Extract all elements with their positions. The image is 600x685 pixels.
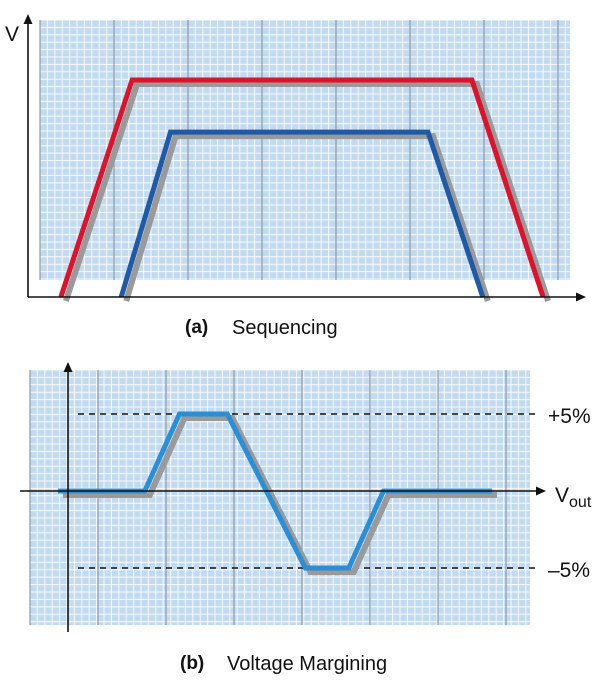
panel-a-caption-text: Sequencing [232,317,338,339]
panel-b-y-axis-arrow [63,362,73,372]
panel-a-background [40,20,570,280]
panel-b-axes [20,362,546,632]
series-0-line [58,77,546,298]
plus-5-percent-label: +5% [548,405,591,428]
series-1-shadow [123,133,491,302]
panel-b-caption-tag: (b) [180,653,204,674]
panel-a-caption-tag: (a) [185,317,208,338]
series-0-shadow [63,81,551,302]
vout-label: Vout [555,484,592,511]
series-1-line [118,129,486,298]
panel-a-grid [39,19,570,280]
panel-a-y-axis-label: V [5,23,19,46]
plot-area [40,20,570,280]
minus-5-percent-label: –5% [548,559,590,582]
series-0-shadow [63,415,497,575]
panel-a-sequencing: V (a) Sequencing [5,14,586,339]
panel-b-x-axis-arrow [536,486,546,496]
panel-b-caption-text: Voltage Margining [227,653,387,675]
panel-a-axes [23,14,586,302]
panel-b-voltage-margining: +5% –5% Vout (b) Voltage Margining [20,362,592,675]
panel-a-y-axis-arrow [23,14,33,24]
vout-subscript: out [569,494,592,511]
vout-main: V [555,484,569,507]
panel-a-series [58,77,551,302]
panel-a-x-axis-arrow [576,292,586,302]
